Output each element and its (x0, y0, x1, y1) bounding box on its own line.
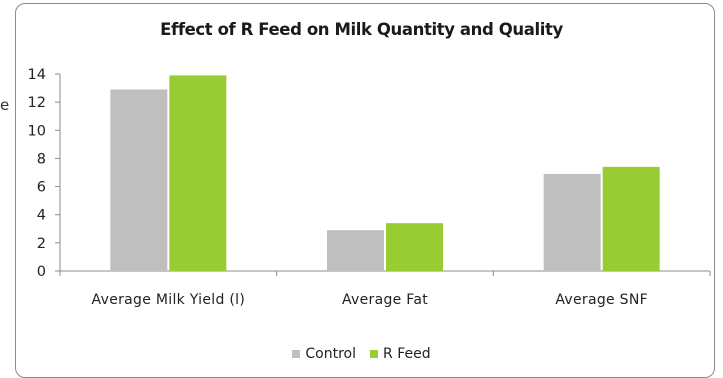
clipped-text: e (0, 96, 10, 114)
bar-control-1 (327, 230, 384, 271)
legend-label: Control (305, 346, 357, 362)
y-tick-label: 12 (28, 95, 46, 111)
bar-r-feed-0 (169, 75, 227, 272)
legend: Control R Feed (0, 346, 723, 362)
y-tick-label: 6 (37, 180, 46, 196)
x-category-label: Average Fat (342, 292, 428, 308)
legend-label: R Feed (383, 346, 431, 362)
legend-item-r-feed: R Feed (370, 346, 431, 362)
y-tick-label: 10 (28, 123, 46, 139)
y-tick-label: 8 (37, 151, 46, 167)
bar-control-2 (543, 173, 601, 271)
bar-chart-plot: 0 2 4 6 8 10 12 14 Average Milk Yield (l) Average… (28, 67, 711, 308)
y-tick-label: 4 (37, 208, 46, 224)
legend-swatch (292, 350, 301, 358)
bar-r-feed-1 (386, 223, 443, 271)
chart-title: Effect of R Feed on Milk Quantity and Qu… (160, 20, 563, 39)
x-category-label: Average Milk Yield (l) (92, 292, 246, 308)
legend-item-control: Control (292, 346, 356, 362)
y-tick-label: 2 (37, 236, 46, 252)
y-tick-label: 14 (28, 67, 46, 83)
y-tick-label: 0 (37, 264, 46, 280)
bar-control-0 (110, 89, 168, 271)
x-category-label: Average SNF (555, 292, 648, 308)
bar-r-feed-2 (602, 166, 660, 271)
legend-swatch (370, 350, 379, 358)
